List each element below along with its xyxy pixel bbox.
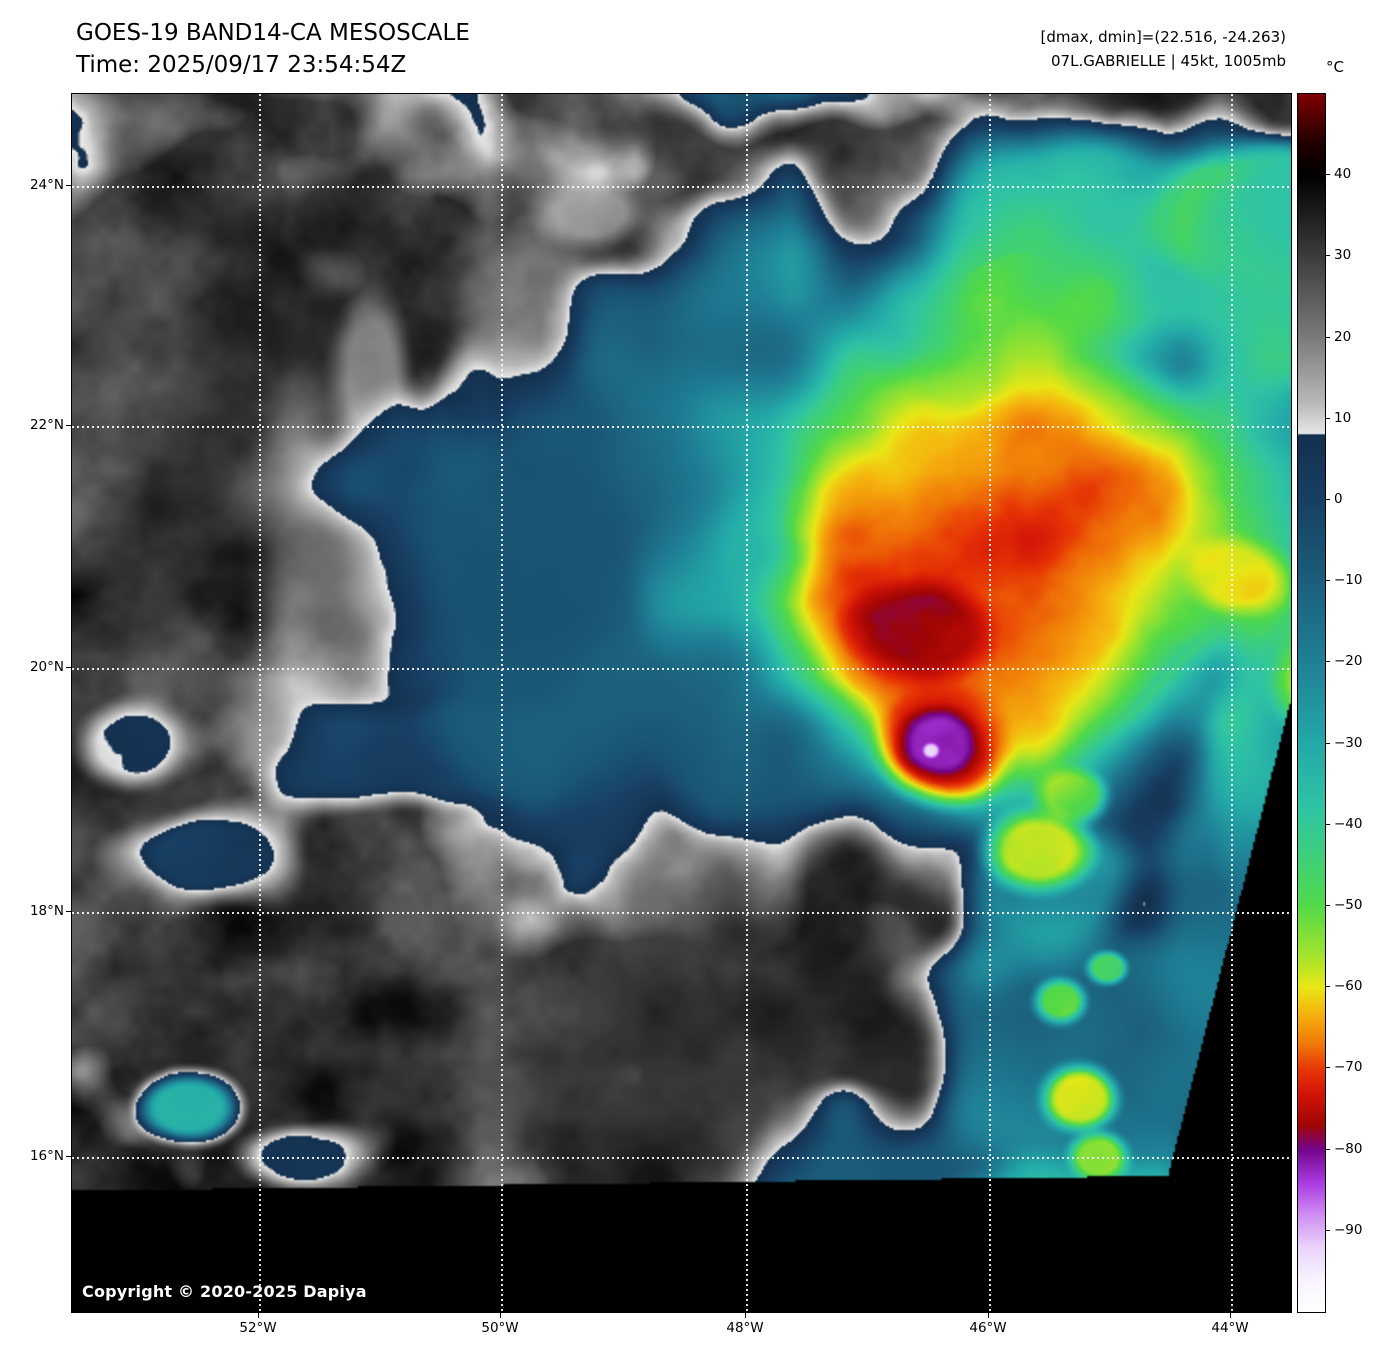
- satellite-ir-image: [72, 94, 1291, 1312]
- lon-tick-mark: [258, 1313, 259, 1318]
- colorbar-tick-label: 20: [1334, 328, 1352, 345]
- colorbar-tick-label: −80: [1334, 1140, 1363, 1157]
- lon-tick-label: 48°W: [726, 1320, 764, 1336]
- lon-tick-label: 52°W: [239, 1320, 277, 1336]
- lat-tick-label: 24°N: [29, 177, 64, 193]
- colorbar-tick-label: 30: [1334, 247, 1352, 264]
- lon-tick-label: 44°W: [1211, 1320, 1249, 1336]
- lon-tick-label: 50°W: [481, 1320, 519, 1336]
- lat-tick-label: 18°N: [29, 903, 64, 919]
- colorbar-tick-label: −30: [1334, 734, 1363, 751]
- lon-tick-mark: [745, 1313, 746, 1318]
- colorbar-tick-label: 40: [1334, 166, 1352, 183]
- colorbar-tick-label: −20: [1334, 653, 1363, 670]
- lon-tick-label: 46°W: [969, 1320, 1007, 1336]
- colorbar-gradient: [1297, 93, 1326, 1313]
- colorbar-tick-label: −60: [1334, 978, 1363, 995]
- lat-tick-label: 16°N: [29, 1148, 64, 1164]
- lat-tick-label: 22°N: [29, 417, 64, 433]
- storm-info-readout: 07L.GABRIELLE | 45kt, 1005mb: [1051, 52, 1286, 70]
- colorbar-tick-label: −50: [1334, 897, 1363, 913]
- lon-tick-mark: [1230, 1313, 1231, 1318]
- timestamp-label: Time: 2025/09/17 23:54:54Z: [76, 52, 407, 78]
- colorbar-tick-label: −70: [1334, 1059, 1363, 1076]
- dmax-dmin-readout: [dmax, dmin]=(22.516, -24.263): [1040, 28, 1286, 46]
- map-plot-area: Copyright © 2020-2025 Dapiya: [71, 93, 1292, 1313]
- colorbar-tick-label: −90: [1334, 1221, 1363, 1238]
- copyright-label: Copyright © 2020-2025 Dapiya: [82, 1282, 367, 1301]
- colorbar-tick-label: 10: [1334, 409, 1352, 426]
- page-title: GOES-19 BAND14-CA MESOSCALE: [76, 20, 470, 46]
- lon-tick-mark: [988, 1313, 989, 1318]
- lat-tick-label: 20°N: [29, 659, 64, 675]
- colorbar-tick-label: −10: [1334, 572, 1363, 589]
- lon-tick-mark: [500, 1313, 501, 1318]
- colorbar-tick-label: −40: [1334, 815, 1363, 832]
- colorbar-unit-label: °C: [1326, 58, 1344, 76]
- colorbar-tick-label: 0: [1334, 491, 1343, 507]
